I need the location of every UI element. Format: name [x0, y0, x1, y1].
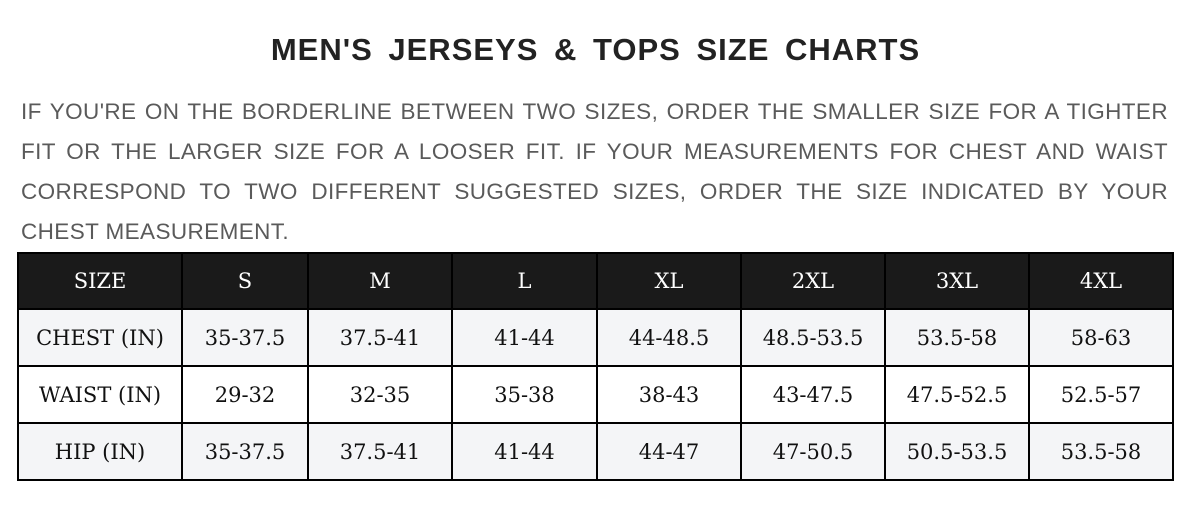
table-cell: 32-35	[307, 365, 453, 424]
table-cell: 38-43	[596, 365, 742, 424]
table-cell: 41-44	[451, 308, 598, 367]
size-chart-table: SIZE S M L XL 2XL 3XL 4XL CHEST (IN) 35-…	[17, 252, 1174, 481]
table-cell: 35-38	[451, 365, 598, 424]
table-cell: 53.5-58	[884, 308, 1030, 367]
row-label: WAIST (IN)	[17, 365, 183, 424]
table-cell: 37.5-41	[307, 308, 453, 367]
table-cell: 50.5-53.5	[884, 422, 1030, 481]
table-cell: 37.5-41	[307, 422, 453, 481]
header-row: SIZE S M L XL 2XL 3XL 4XL	[17, 252, 1174, 310]
table-cell: 44-48.5	[596, 308, 742, 367]
table-cell: 35-37.5	[181, 308, 309, 367]
header-cell: 2XL	[740, 252, 886, 310]
table-cell: 47.5-52.5	[884, 365, 1030, 424]
header-cell: L	[451, 252, 598, 310]
table-cell: 43-47.5	[740, 365, 886, 424]
header-cell: XL	[596, 252, 742, 310]
page-title: MEN'S JERSEYS & TOPS SIZE CHARTS	[270, 32, 921, 67]
table-cell: 48.5-53.5	[740, 308, 886, 367]
table-cell: 29-32	[181, 365, 309, 424]
table-row-waist: WAIST (IN) 29-32 32-35 35-38 38-43 43-47…	[17, 365, 1174, 424]
table-row-chest: CHEST (IN) 35-37.5 37.5-41 41-44 44-48.5…	[17, 308, 1174, 367]
table-cell: 35-37.5	[181, 422, 309, 481]
header-cell: 3XL	[884, 252, 1030, 310]
table-cell: 52.5-57	[1028, 365, 1174, 424]
table-cell: 53.5-58	[1028, 422, 1174, 481]
table-cell: 44-47	[596, 422, 742, 481]
row-label: CHEST (IN)	[17, 308, 183, 367]
header-cell: SIZE	[17, 252, 183, 310]
row-label: HIP (IN)	[17, 422, 183, 481]
table-cell: 58-63	[1028, 308, 1174, 367]
header-cell: 4XL	[1028, 252, 1174, 310]
size-guidance-text: IF YOU'RE ON THE BORDERLINE BETWEEN TWO …	[21, 99, 1168, 244]
header-cell: S	[181, 252, 309, 310]
table-cell: 41-44	[451, 422, 598, 481]
table-cell: 47-50.5	[740, 422, 886, 481]
table-row-hip: HIP (IN) 35-37.5 37.5-41 41-44 44-47 47-…	[17, 422, 1174, 481]
header-cell: M	[307, 252, 453, 310]
